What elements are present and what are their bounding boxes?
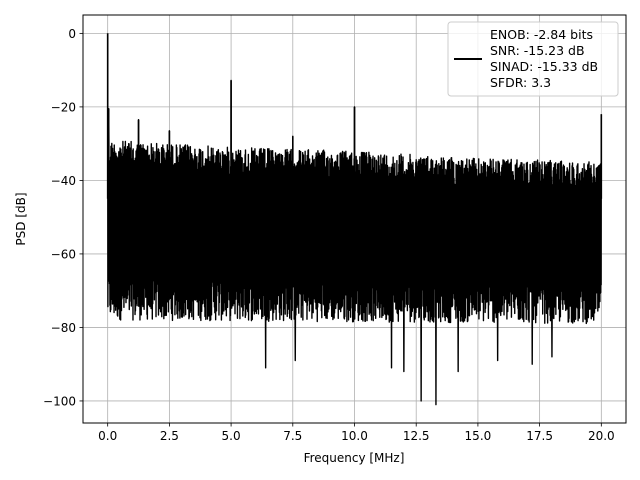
y-tick-label: −60: [51, 247, 76, 261]
x-tick-label: 20.0: [588, 429, 615, 443]
legend-box: [447, 21, 619, 97]
x-tick-label: 7.5: [283, 429, 302, 443]
x-axis-label: Frequency [MHz]: [304, 451, 405, 465]
x-tick-label: 2.5: [160, 429, 179, 443]
y-tick-label: 0: [68, 27, 76, 41]
plot-area: [106, 33, 603, 406]
x-tick-label: 5.0: [222, 429, 241, 443]
x-tick-label: 12.5: [403, 429, 430, 443]
psd-series-line: [106, 33, 603, 406]
x-tick-label: 17.5: [526, 429, 553, 443]
legend: ENOB: -2.84 bits SNR: -15.23 dB SINAD: -15…: [447, 21, 619, 97]
x-tick-label: 15.0: [465, 429, 492, 443]
y-tick-label: −40: [51, 174, 76, 188]
ticks: 0.0 2.5 5.0 7.5 10.0 12.5 15.0 17.5 20.0 0 −20 −40 −…: [43, 27, 615, 443]
x-tick-label: 10.0: [341, 429, 368, 443]
y-tick-label: −100: [43, 394, 76, 408]
y-tick-label: −80: [51, 321, 76, 335]
y-axis-label: PSD [dB]: [14, 192, 28, 245]
x-tick-label: 0.0: [98, 429, 117, 443]
y-tick-label: −20: [51, 100, 76, 114]
legend-label: ENOB: -2.84 bits SNR: -15.23 dB SINAD: -15…: [490, 27, 598, 90]
